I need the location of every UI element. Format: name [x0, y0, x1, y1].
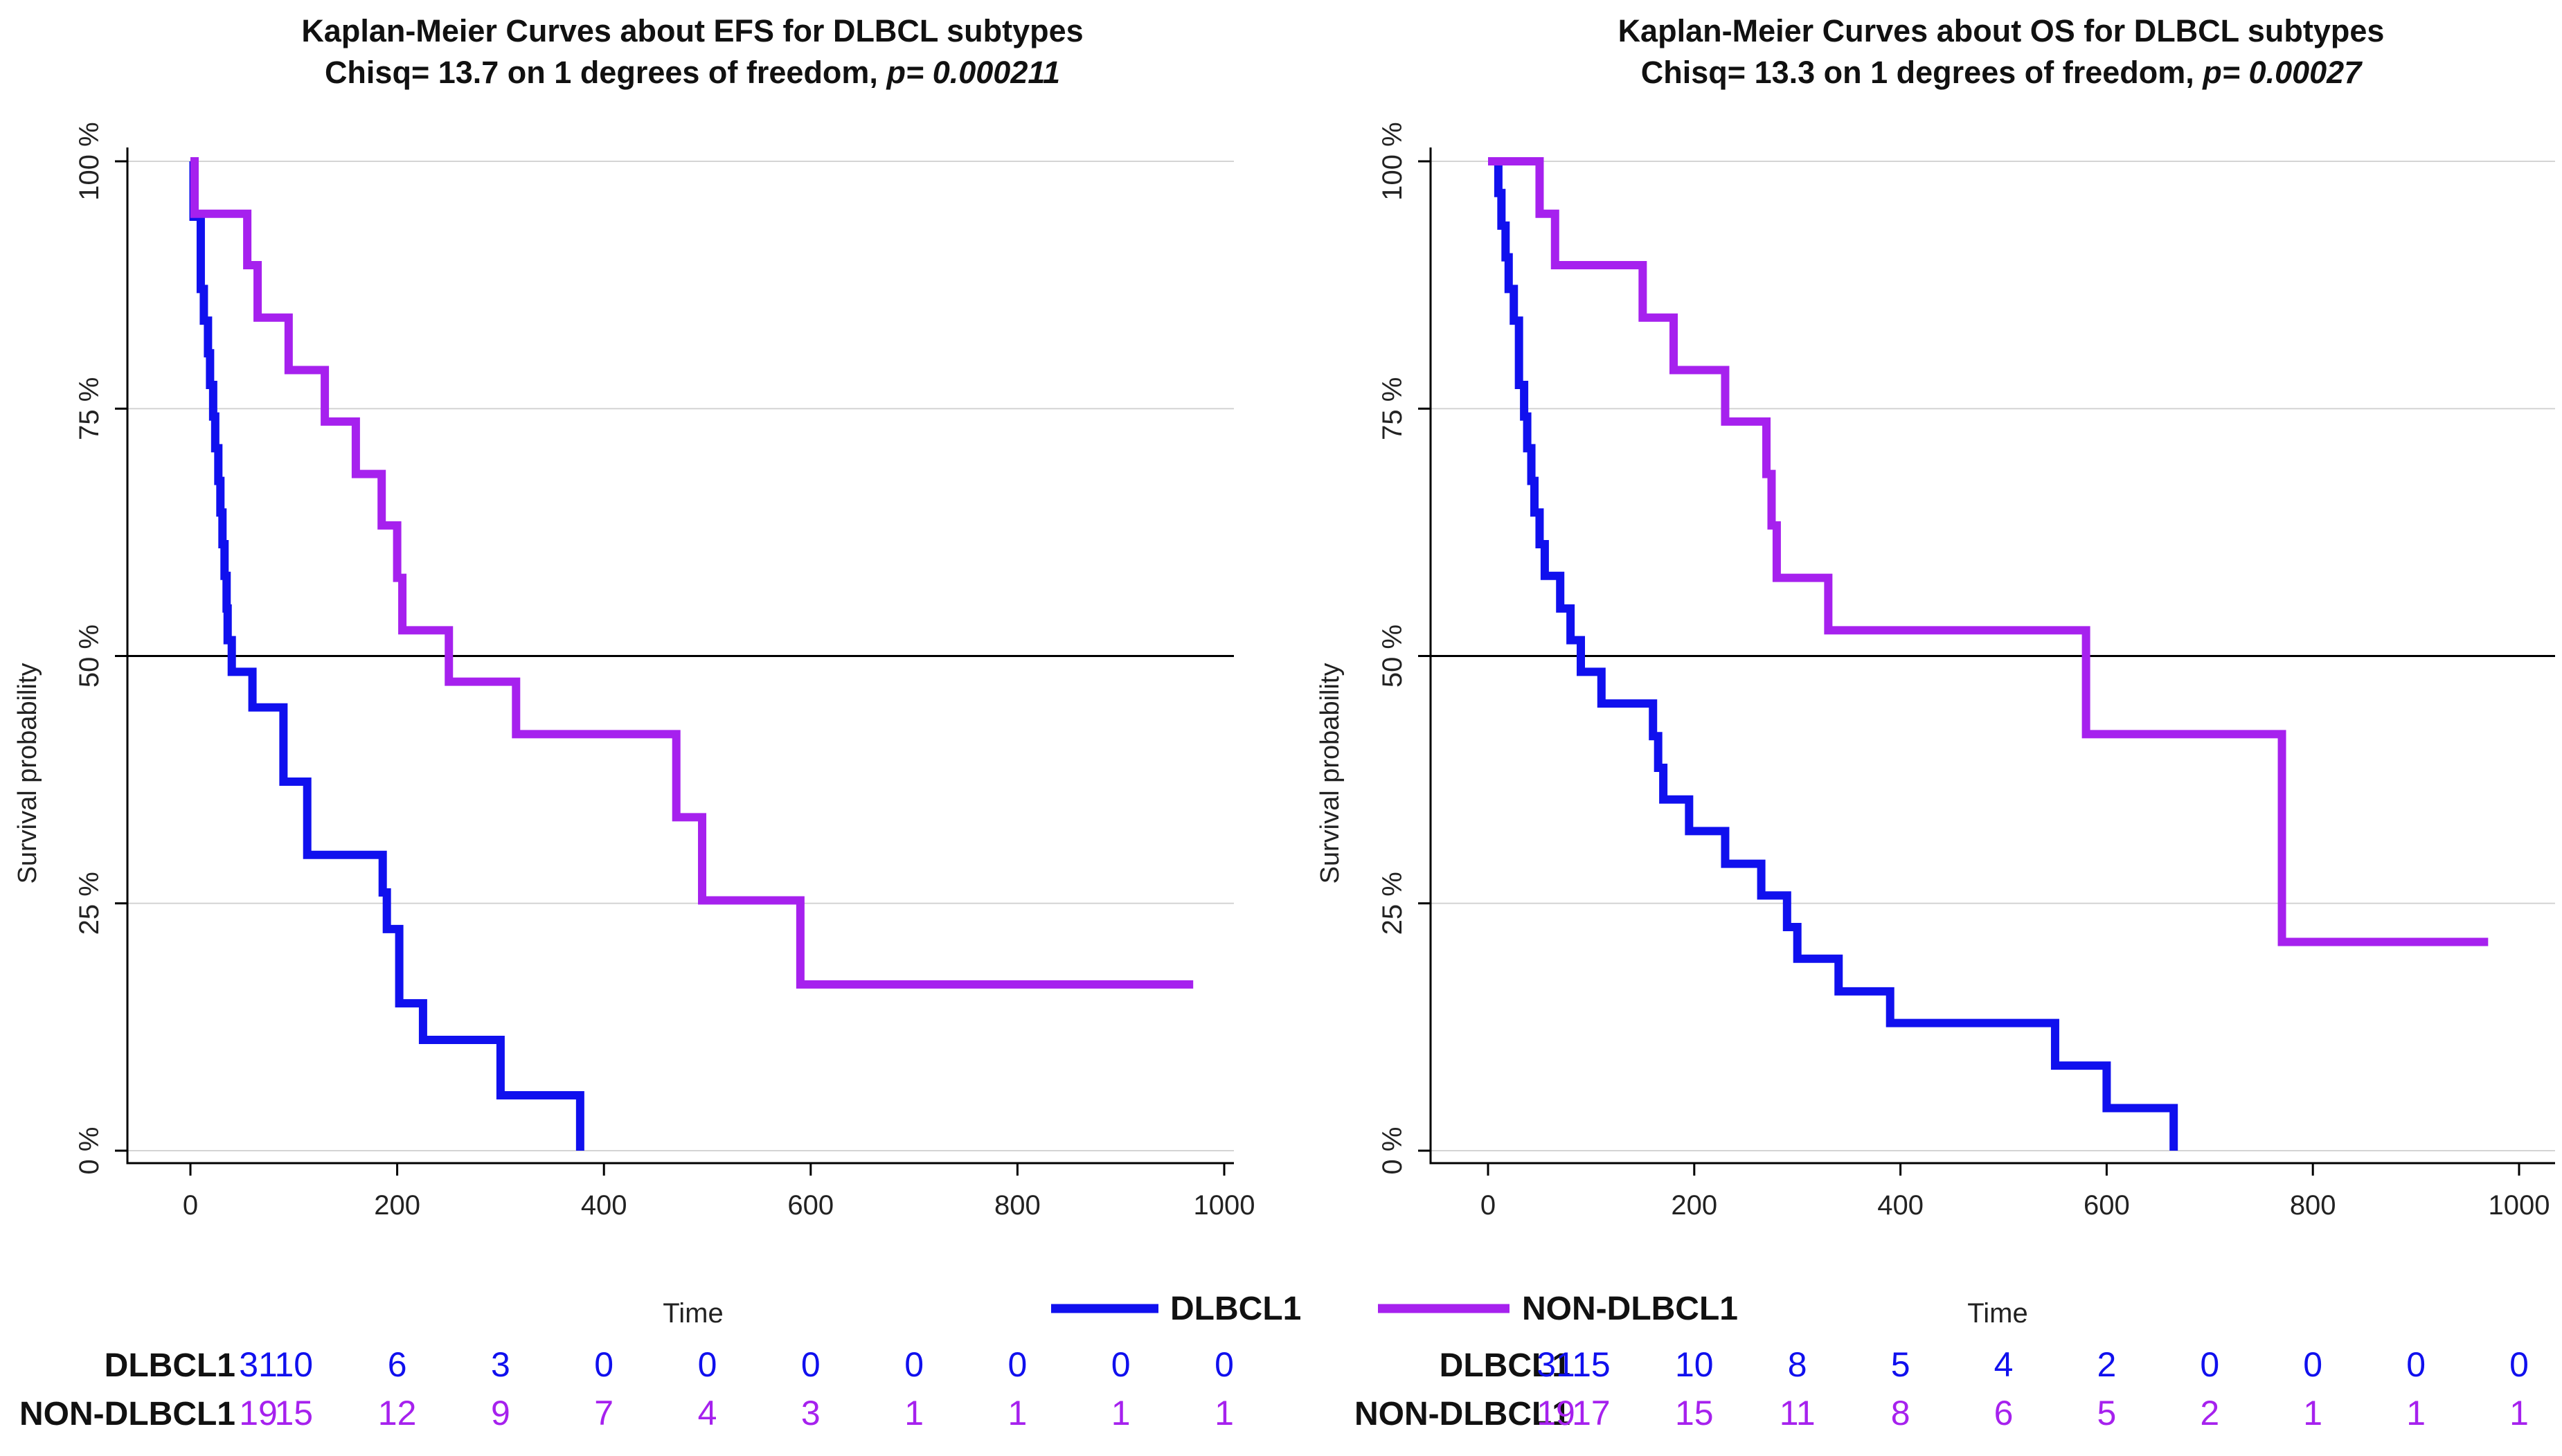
risk-count: 31 [1537, 1345, 1575, 1384]
risk-row-name: DLBCL1 [105, 1347, 235, 1384]
risk-count: 9 [491, 1394, 510, 1432]
risk-count: 17 [1572, 1394, 1611, 1432]
risk-count: 1 [904, 1394, 924, 1432]
legend: DLBCL1 NON-DLBCL1 [1051, 1291, 1738, 1327]
legend-label-non-dlbcl1: NON-DLBCL1 [1522, 1291, 1738, 1327]
km-curve-dlbcl1 [1488, 157, 2178, 1151]
efs-stats: Chisq= 13.7 on 1 degrees of freedom, p= … [325, 55, 1060, 90]
risk-count: 4 [1994, 1345, 2014, 1384]
x-tick-label: 800 [994, 1190, 1041, 1221]
y-tick-label: 100 % [74, 122, 105, 200]
risk-count: 0 [2406, 1345, 2426, 1384]
os-stats: Chisq= 13.3 on 1 degrees of freedom, p= … [1641, 55, 2363, 90]
risk-count: 0 [594, 1345, 613, 1384]
panel-efs: Kaplan-Meier Curves about EFS for DLBCL … [13, 13, 1255, 1432]
risk-count: 19 [1537, 1394, 1575, 1432]
x-tick-label: 1000 [1194, 1190, 1255, 1221]
risk-count: 11 [1780, 1394, 1816, 1432]
legend-label-dlbcl1: DLBCL1 [1170, 1291, 1301, 1327]
risk-count: 0 [2509, 1345, 2529, 1384]
risk-count: 8 [1788, 1345, 1807, 1384]
x-tick-label: 0 [183, 1190, 198, 1221]
panel-os: Kaplan-Meier Curves about OS for DLBCL s… [1316, 13, 2555, 1432]
risk-count: 1 [1111, 1394, 1131, 1432]
os-xlabel: Time [1967, 1298, 2027, 1329]
efs-stats-prefix: Chisq= 13.7 on 1 degrees of freedom, [325, 55, 887, 90]
x-tick-label: 200 [374, 1190, 420, 1221]
risk-count: 8 [1891, 1394, 1910, 1432]
os-plot-area: 0 200 400 600 800 1000 0 % 25 % 50 % 75 % 100 % [1377, 122, 2555, 1221]
os-p-value: p= 0.00027 [2202, 55, 2363, 90]
risk-count: 0 [2200, 1345, 2219, 1384]
y-tick-label: 75 % [1377, 377, 1408, 440]
risk-count: 0 [801, 1345, 821, 1384]
risk-count: 6 [388, 1345, 407, 1384]
risk-count: 1 [2509, 1394, 2529, 1432]
x-tick-label: 1000 [2489, 1190, 2550, 1221]
risk-count: 10 [1675, 1345, 1714, 1384]
y-tick-label: 50 % [1377, 624, 1408, 687]
y-tick-label: 0 % [1377, 1127, 1408, 1175]
os-stats-prefix: Chisq= 13.3 on 1 degrees of freedom, [1641, 55, 2203, 90]
risk-row-name: DLBCL1 [1440, 1347, 1570, 1384]
risk-count: 2 [2200, 1394, 2219, 1432]
y-tick-label: 75 % [74, 377, 105, 440]
y-tick-label: 25 % [1377, 872, 1408, 935]
x-tick-label: 600 [2084, 1190, 2130, 1221]
risk-count: 7 [594, 1394, 613, 1432]
efs-plot-area: 0 200 400 600 800 1000 0 % 25 % 50 % 75 % 100 % [74, 122, 1255, 1221]
risk-count: 2 [2097, 1345, 2116, 1384]
os-title: Kaplan-Meier Curves about OS for DLBCL s… [1618, 13, 2385, 48]
x-tick-label: 200 [1671, 1190, 1717, 1221]
x-tick-label: 600 [787, 1190, 834, 1221]
risk-count: 1 [2303, 1394, 2322, 1432]
axes [126, 147, 1234, 1165]
y-tick-label: 0 % [74, 1127, 105, 1175]
risk-count: 1 [2406, 1394, 2426, 1432]
risk-count: 4 [698, 1394, 717, 1432]
y-tick-label: 50 % [74, 624, 105, 687]
risk-count: 10 [274, 1345, 313, 1384]
risk-count: 15 [1572, 1345, 1611, 1384]
y-tick-label: 25 % [74, 872, 105, 935]
os-ylabel: Survival probability [1316, 663, 1345, 884]
risk-count: 12 [378, 1394, 417, 1432]
risk-count: 31 [239, 1345, 278, 1384]
risk-count: 6 [1994, 1394, 2014, 1432]
risk-count: 0 [2303, 1345, 2322, 1384]
km-curve-dlbcl1 [189, 157, 584, 1151]
x-tick-label: 0 [1480, 1190, 1496, 1221]
x-tick-label: 400 [581, 1190, 627, 1221]
risk-count: 0 [698, 1345, 717, 1384]
efs-title: Kaplan-Meier Curves about EFS for DLBCL … [301, 13, 1083, 48]
risk-count: 0 [904, 1345, 924, 1384]
km-curve-non-dlbcl1 [1488, 157, 2489, 946]
risk-count: 3 [801, 1394, 821, 1432]
risk-count: 3 [491, 1345, 510, 1384]
risk-count: 5 [2097, 1394, 2116, 1432]
risk-count: 15 [1675, 1394, 1714, 1432]
risk-count: 0 [1111, 1345, 1131, 1384]
risk-count: 1 [1215, 1394, 1234, 1432]
risk-count: 5 [1891, 1345, 1910, 1384]
risk-count: 1 [1007, 1394, 1027, 1432]
risk-count: 19 [239, 1394, 278, 1432]
x-tick-label: 800 [2290, 1190, 2336, 1221]
efs-xlabel: Time [663, 1298, 723, 1329]
risk-count: 0 [1215, 1345, 1234, 1384]
km-curve-non-dlbcl1 [190, 157, 1194, 989]
x-tick-label: 400 [1877, 1190, 1924, 1221]
y-tick-label: 100 % [1377, 122, 1408, 200]
efs-ylabel: Survival probability [13, 663, 42, 884]
risk-count: 0 [1007, 1345, 1027, 1384]
risk-row-name: NON-DLBCL1 [1354, 1396, 1570, 1432]
axes [1429, 147, 2555, 1165]
risk-count: 15 [274, 1394, 313, 1432]
risk-row-name: NON-DLBCL1 [19, 1396, 235, 1432]
efs-p-value: p= 0.000211 [886, 55, 1060, 90]
